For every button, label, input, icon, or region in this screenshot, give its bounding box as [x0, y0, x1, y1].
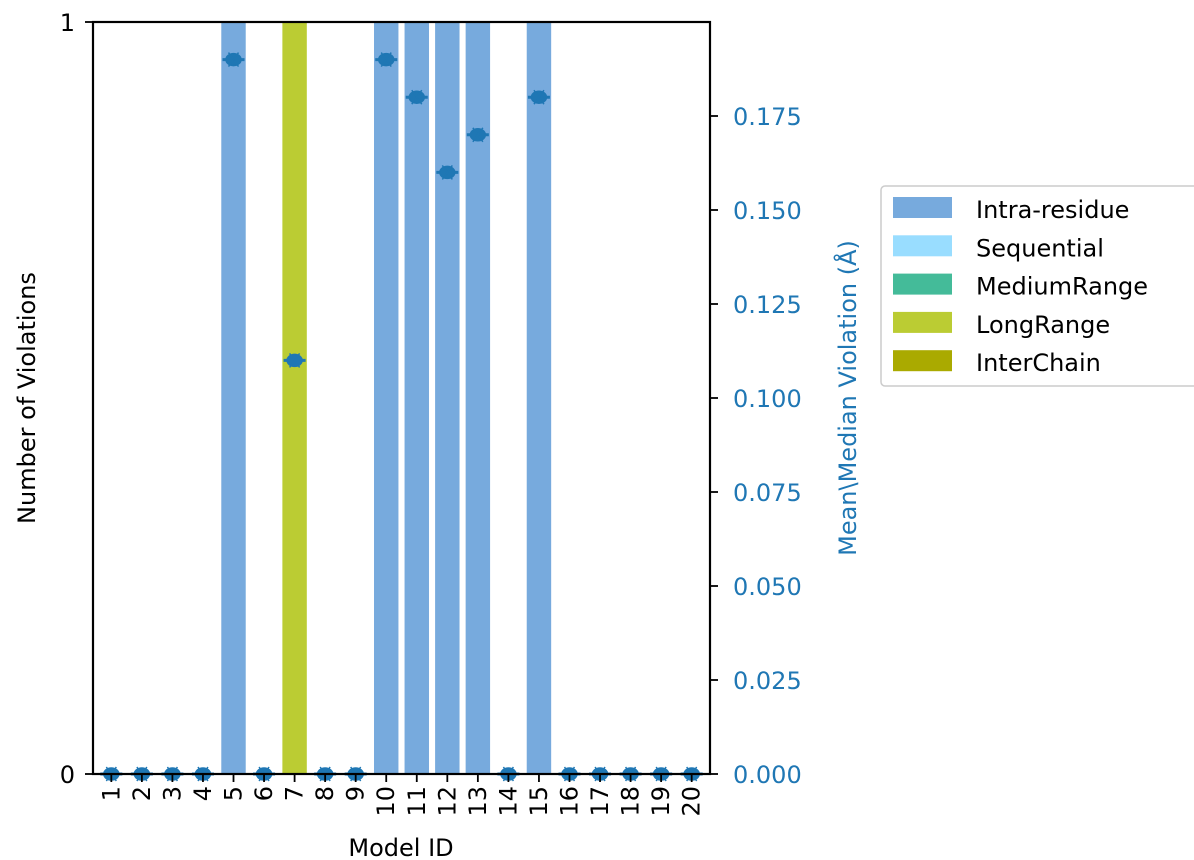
- legend-item: Sequential: [893, 234, 1104, 262]
- violation-marker: [527, 89, 550, 105]
- y2-tick-label: 0.150: [733, 197, 802, 225]
- x-tick-label: 9: [342, 786, 370, 801]
- bar: [374, 22, 399, 774]
- legend-swatch: [893, 197, 952, 218]
- plot-frame: [91, 20, 712, 776]
- bar: [282, 22, 307, 774]
- violation-marker: [436, 164, 459, 180]
- y2-tick-label: 0.175: [733, 103, 802, 131]
- legend-item: InterChain: [893, 349, 1101, 377]
- legend-swatch: [893, 273, 952, 295]
- x-tick-label: 14: [494, 786, 522, 817]
- x-tick-label: 10: [372, 786, 400, 817]
- legend-label: InterChain: [976, 349, 1101, 377]
- legend-swatch: [893, 350, 952, 372]
- x-tick-label: 2: [128, 786, 156, 801]
- legend-label: Intra-residue: [976, 196, 1129, 224]
- violation-marker: [283, 352, 306, 368]
- x-tick-label: 3: [158, 786, 186, 801]
- legend: Intra-residue Sequential MediumRange LongRa…: [880, 185, 1194, 387]
- x-tick-label: 20: [678, 786, 706, 817]
- axes-layer: 0 1 0.000 0.025 0.050 0.075 0.100 0.125 0.150 0.1…: [60, 9, 802, 817]
- y2-tick-label: 0.125: [733, 291, 802, 319]
- x-tick-label: 8: [311, 786, 339, 801]
- bars-layer: [221, 22, 552, 774]
- legend-label: Sequential: [976, 234, 1104, 262]
- x-tick-label: 7: [281, 786, 309, 801]
- x-tick-label: 4: [189, 786, 217, 801]
- y2-tick-label: 0.075: [733, 479, 802, 507]
- x-tick-label: 1: [97, 786, 125, 801]
- x-axis-title: Model ID: [348, 834, 453, 860]
- bar: [435, 22, 460, 774]
- x-tick-label: 15: [525, 786, 553, 817]
- y2-tick-label: 0.100: [733, 385, 802, 413]
- x-tick-label: 13: [464, 786, 492, 817]
- violation-marker: [375, 52, 398, 68]
- bar: [404, 22, 429, 774]
- x-tick-label: 17: [586, 786, 614, 817]
- bar: [465, 22, 491, 774]
- violation-marker: [466, 127, 489, 143]
- x-tick-label: 18: [617, 786, 645, 817]
- bar: [221, 22, 246, 774]
- x-tick-label: 6: [250, 786, 278, 801]
- x-tick-label: 5: [220, 786, 248, 801]
- legend-item: MediumRange: [893, 273, 1148, 301]
- bar: [526, 22, 552, 774]
- legend-swatch: [893, 311, 952, 333]
- legend-swatch: [893, 235, 952, 257]
- violation-marker: [405, 89, 428, 105]
- legend-item: LongRange: [893, 311, 1110, 339]
- x-tick-label: 11: [403, 786, 431, 817]
- y2-tick-label: 0.025: [733, 667, 802, 695]
- y-tick-label: 1: [60, 9, 75, 37]
- y2-tick-label: 0.000: [733, 761, 802, 789]
- legend-frame: [880, 185, 1194, 387]
- legend-item: Intra-residue: [893, 196, 1129, 224]
- violation-markers-layer: [100, 52, 703, 782]
- y2-axis-title: Mean\Median Violation (Å): [833, 240, 862, 556]
- legend-items: Intra-residue Sequential MediumRange LongRa…: [893, 196, 1148, 377]
- y2-tick-label: 0.050: [733, 573, 802, 601]
- x-tick-label: 12: [433, 786, 461, 817]
- legend-label: MediumRange: [976, 273, 1148, 301]
- x-tick-label: 16: [555, 786, 583, 817]
- violation-marker: [222, 52, 245, 68]
- y-tick-label: 0: [60, 761, 75, 789]
- x-tick-label: 19: [647, 786, 675, 817]
- legend-label: LongRange: [976, 311, 1110, 339]
- y-axis-title: Number of Violations: [13, 272, 41, 524]
